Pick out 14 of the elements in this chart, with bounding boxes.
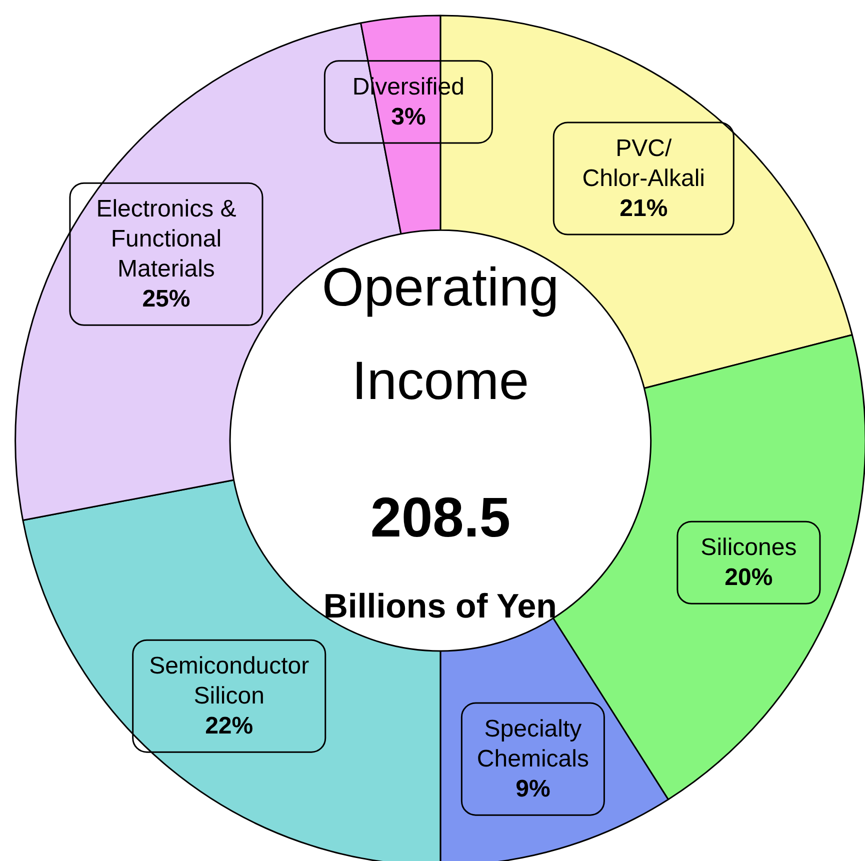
- slice-label: PVC/ Chlor-Alkali: [582, 135, 705, 192]
- text: Billions of Yen: [323, 587, 557, 626]
- slice-label: Electronics & Functional Materials: [96, 196, 236, 283]
- slice-label: Specialty Chemicals: [476, 716, 589, 773]
- text: 208.5: [370, 486, 511, 549]
- data-label: 22%: [205, 712, 254, 740]
- text: Operating Income: [322, 258, 560, 412]
- data-label: 9%: [516, 776, 550, 803]
- data-label: 25%: [142, 286, 190, 313]
- slice-label: Silicones: [700, 534, 797, 562]
- slice-label: Semiconductor Silicon: [149, 652, 310, 710]
- data-label: 21%: [620, 195, 668, 222]
- data-label: 20%: [724, 564, 773, 592]
- data-label: 3%: [391, 103, 426, 130]
